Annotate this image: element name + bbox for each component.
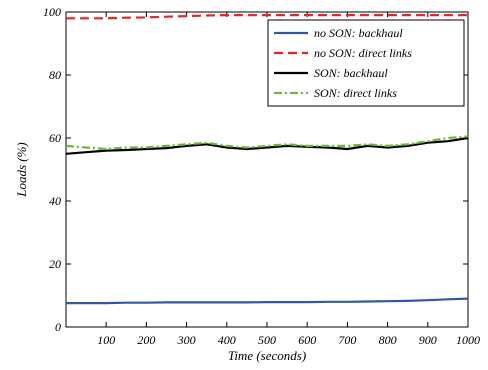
x-tick-label: 700 xyxy=(338,333,356,347)
legend-label-1: no SON: direct links xyxy=(314,46,412,60)
x-tick-label: 800 xyxy=(379,333,397,347)
x-tick-label: 200 xyxy=(137,333,155,347)
axis-ticks: 100 200 300 400 500 600 700 800 900 1000 0 20 40 60 80… xyxy=(43,5,480,347)
x-tick-label: 300 xyxy=(177,333,196,347)
legend-box xyxy=(267,19,465,107)
x-tick-label: 400 xyxy=(218,333,236,347)
x-tick-label: 100 xyxy=(97,333,115,347)
legend-label-2: SON: backhaul xyxy=(314,66,388,80)
y-tick-label: 40 xyxy=(49,194,61,208)
series-line-3 xyxy=(65,135,469,151)
x-tick-label: 600 xyxy=(298,333,316,347)
y-tick-label: 100 xyxy=(43,5,61,19)
series-layer xyxy=(65,14,469,305)
series-line-0 xyxy=(66,297,469,305)
x-tick-label: 900 xyxy=(419,333,437,347)
y-tick-label: 20 xyxy=(49,257,61,271)
y-tick-label: 0 xyxy=(55,320,61,334)
y-axis-label: Loads (%) xyxy=(14,142,29,198)
legend: no SON: backhaul no SON: direct links SON:… xyxy=(267,19,465,107)
legend-label-0: no SON: backhaul xyxy=(314,26,403,40)
legend-label-3: SON: direct links xyxy=(314,86,397,100)
y-tick-label: 80 xyxy=(49,68,61,82)
series-line-2 xyxy=(65,136,469,155)
x-tick-label: 500 xyxy=(258,333,276,347)
x-axis-label: Time (seconds) xyxy=(228,348,306,363)
y-tick-label: 60 xyxy=(49,131,61,145)
series-line-1 xyxy=(66,14,468,20)
x-tick-label: 1000 xyxy=(456,333,480,347)
